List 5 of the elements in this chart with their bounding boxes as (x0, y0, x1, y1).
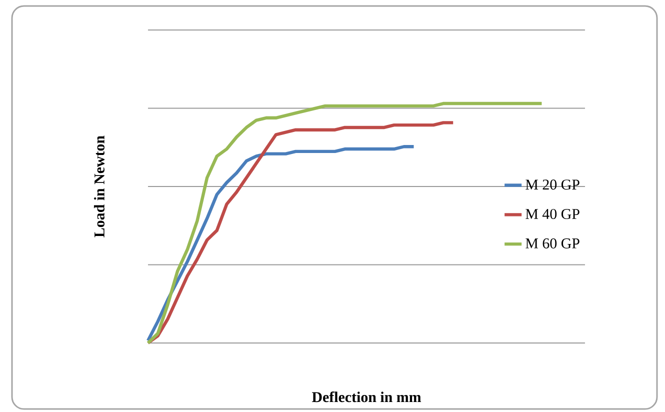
y-axis-title: Load in Newton (94, 136, 104, 238)
legend-label: M 20 GP (526, 180, 580, 190)
legend-label: M 60 GP (526, 238, 580, 248)
legend-label: M 40 GP (526, 208, 580, 220)
x-axis-title: Deflection in mm (312, 392, 422, 402)
